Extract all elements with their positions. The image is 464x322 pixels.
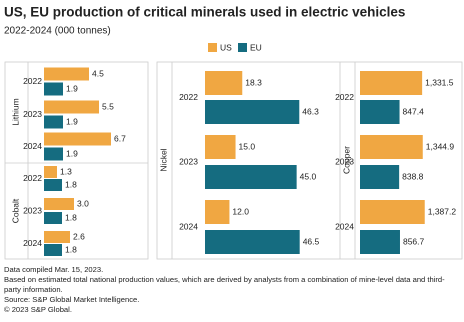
bar [44,231,70,243]
value-label: 1,344.9 [426,141,455,151]
panel-label: Cobalt [10,198,20,223]
panel-frames [4,61,463,260]
bar [205,100,300,124]
chart-title: US, EU production of critical minerals u… [4,5,405,20]
y-tick-label: 2023 [335,156,354,166]
value-label: 838.8 [402,171,424,181]
panel-label: Lithium [10,98,20,125]
panel-label: Copper [341,146,351,174]
value-label: 18.3 [245,77,262,87]
legend-swatch [238,43,247,52]
value-label: 856.7 [403,236,425,246]
bar [360,230,400,254]
bar [44,198,74,210]
value-label: 15.0 [239,141,256,151]
value-label: 3.0 [77,198,89,208]
note: © 2023 S&P Global. [4,305,72,314]
bar [360,200,425,224]
bar [44,147,63,161]
y-tick-label: 2022 [23,173,42,183]
bar [44,244,62,256]
bar [44,100,99,114]
note: Data compiled Mar. 15, 2023. [4,265,104,274]
value-label: 1.9 [66,148,78,158]
bar [360,165,400,189]
bar [205,165,297,189]
y-tick-label: 2024 [335,221,354,231]
y-tick-label: 2024 [23,141,42,151]
legend-swatch [208,43,217,52]
value-label: 1.9 [66,116,78,126]
value-label: 6.7 [114,133,126,143]
value-label: 847.4 [403,106,425,116]
bar [360,100,400,124]
panel-label: Nickel [158,148,168,171]
value-label: 1.3 [60,166,72,176]
bar [205,200,230,224]
legend-label: US [220,42,232,52]
y-tick-label: 2024 [23,238,42,248]
y-tick-label: 2022 [179,92,198,102]
value-label: 5.5 [102,101,114,111]
bar [205,230,300,254]
value-label: 1.9 [66,83,78,93]
bar [44,115,63,129]
note: Based on estimated total national produc… [4,275,445,294]
value-label: 1.8 [65,244,77,254]
y-tick-label: 2024 [179,221,198,231]
value-label: 46.5 [303,236,320,246]
value-label: 1,387.2 [428,206,457,216]
y-tick-label: 2022 [23,76,42,86]
bar [44,67,89,81]
bar [205,135,236,159]
bar [44,212,62,224]
notes: Data compiled Mar. 15, 2023. Based on est… [4,265,460,315]
y-tick-label: 2022 [335,92,354,102]
y-tick-label: 2023 [23,109,42,119]
value-label: 2.6 [73,231,85,241]
bar [44,132,111,146]
bar [44,179,62,191]
value-label: 1.8 [65,179,77,189]
value-label: 1.8 [65,212,77,222]
bar [360,71,423,95]
bar [44,82,63,96]
value-label: 45.0 [300,171,317,181]
bar [360,135,423,159]
y-tick-label: 2023 [23,205,42,215]
chart-subtitle: 2022-2024 (000 tonnes) [4,26,111,37]
legend-label: EU [250,42,262,52]
value-label: 1,331.5 [425,77,454,87]
value-label: 4.5 [92,68,104,78]
note: Source: S&P Global Market Intelligence. [4,295,140,304]
bar [205,71,243,95]
value-label: 46.3 [302,106,319,116]
y-tick-label: 2023 [179,156,198,166]
bar [44,166,57,178]
value-label: 12.0 [232,206,249,216]
